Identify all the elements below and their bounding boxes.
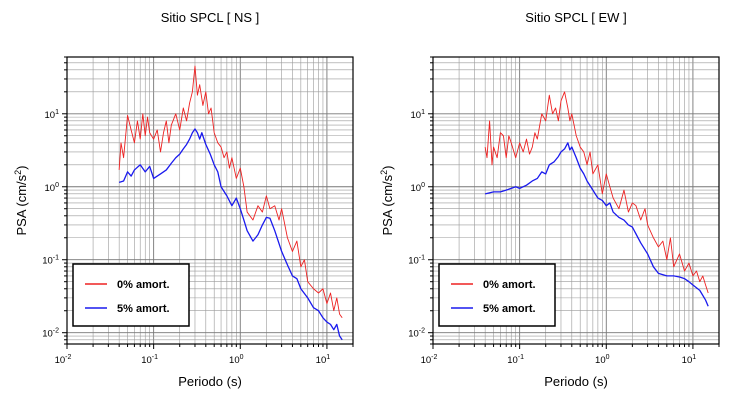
x-tick-label: 10-1	[141, 354, 158, 366]
y-axis-label: PSA (cm/s2)	[379, 165, 395, 235]
chart-panel-1: 10-2 10-1 100 101 10-2 10-1 100 101 Sitio SPCL […	[379, 10, 720, 389]
x-tick-label: 10-1	[507, 354, 524, 366]
x-tick-label: 101	[682, 354, 697, 366]
x-tick-label: 100	[595, 354, 610, 366]
legend-label: 5% amort.	[483, 303, 536, 315]
series-line-0pct	[118, 65, 343, 319]
chart-title: Sitio SPCL [ NS ]	[161, 10, 260, 25]
y-tick-label: 10-2	[408, 328, 425, 340]
legend-label: 0% amort.	[483, 279, 536, 291]
chart-title: Sitio SPCL [ EW ]	[525, 10, 626, 25]
legend-label: 5% amort.	[117, 303, 170, 315]
x-axis-label: Periodo (s)	[178, 374, 242, 389]
series-line-0pct	[484, 91, 709, 294]
y-tick-label: 10-1	[42, 255, 59, 267]
series-line-5pct	[485, 142, 709, 307]
legend: 0% amort. 5% amort.	[72, 263, 190, 327]
legend-box	[438, 263, 556, 327]
plot-frame	[432, 56, 720, 345]
y-tick-label: 101	[45, 109, 60, 121]
y-tick-label: 100	[45, 182, 60, 194]
plot-frame	[66, 56, 354, 345]
x-tick-label: 101	[316, 354, 331, 366]
y-axis-label: PSA (cm/s2)	[13, 165, 29, 235]
ticks	[62, 56, 354, 349]
x-tick-label: 100	[229, 354, 244, 366]
x-tick-label: 10-2	[55, 354, 72, 366]
ticks	[428, 56, 720, 349]
series-line-5pct	[118, 128, 343, 341]
legend-box	[72, 263, 190, 327]
y-tick-label: 101	[411, 109, 426, 121]
legend: 0% amort. 5% amort.	[438, 263, 556, 327]
legend-label: 0% amort.	[117, 279, 170, 291]
y-tick-label: 10-2	[42, 328, 59, 340]
x-axis-label: Periodo (s)	[544, 374, 608, 389]
grid	[66, 56, 354, 345]
x-tick-label: 10-2	[421, 354, 438, 366]
chart-panel-0: 10-2 10-1 100 101 10-2 10-1 100 101 Sitio SPCL […	[13, 10, 354, 389]
y-tick-label: 100	[411, 182, 426, 194]
y-tick-label: 10-1	[408, 255, 425, 267]
